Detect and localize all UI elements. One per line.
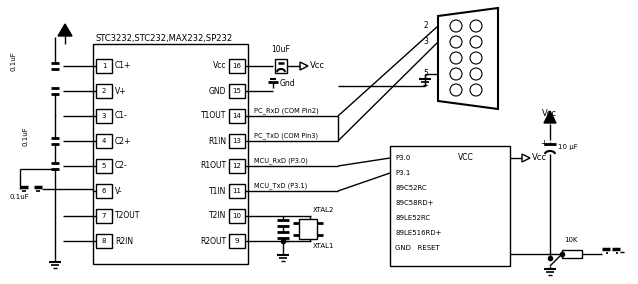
Text: 9: 9: [235, 238, 239, 244]
Text: VCC: VCC: [458, 153, 474, 162]
Text: 14: 14: [233, 113, 241, 119]
Text: T2OUT: T2OUT: [115, 212, 140, 220]
Bar: [229, 84, 245, 98]
Bar: [96, 209, 112, 223]
Text: 89LE516RD+: 89LE516RD+: [395, 230, 441, 236]
Text: 2: 2: [102, 88, 106, 94]
Polygon shape: [544, 111, 556, 123]
Bar: [96, 134, 112, 148]
Text: STC3232,STC232,MAX232,SP232: STC3232,STC232,MAX232,SP232: [95, 34, 232, 43]
Text: Gnd: Gnd: [280, 78, 295, 87]
Text: R2IN: R2IN: [115, 237, 133, 245]
Bar: [229, 159, 245, 173]
Text: 10 μF: 10 μF: [558, 144, 578, 150]
Text: P3.0: P3.0: [395, 155, 410, 161]
Text: 16: 16: [232, 63, 242, 69]
Bar: [96, 84, 112, 98]
Text: C1+: C1+: [115, 62, 131, 70]
Text: 15: 15: [233, 88, 241, 94]
Text: C2-: C2-: [115, 162, 128, 170]
Text: 3: 3: [101, 113, 107, 119]
Text: 7: 7: [101, 213, 107, 219]
Text: R1IN: R1IN: [208, 137, 226, 145]
Text: 11: 11: [232, 188, 242, 194]
Bar: [390, 146, 510, 266]
Text: XTAL2: XTAL2: [313, 207, 334, 213]
Text: R2OUT: R2OUT: [200, 237, 226, 245]
Bar: [229, 184, 245, 198]
Text: Vcc: Vcc: [310, 62, 325, 70]
Text: MCU_RxD (P3.0): MCU_RxD (P3.0): [254, 158, 308, 164]
Text: +: +: [540, 139, 547, 149]
Text: R1OUT: R1OUT: [200, 162, 226, 170]
Text: V-: V-: [115, 187, 122, 195]
Text: 10K: 10K: [564, 237, 577, 243]
Text: T2IN: T2IN: [209, 212, 226, 220]
Bar: [96, 234, 112, 248]
Bar: [96, 184, 112, 198]
Text: Vcc: Vcc: [542, 108, 557, 118]
Text: GND: GND: [209, 87, 226, 95]
Text: GND   RESET: GND RESET: [395, 245, 440, 251]
Bar: [229, 134, 245, 148]
Text: 10: 10: [232, 213, 242, 219]
Text: 5: 5: [423, 70, 428, 78]
Text: T1IN: T1IN: [209, 187, 226, 195]
Text: T1OUT: T1OUT: [200, 112, 226, 120]
Text: 89C52RC: 89C52RC: [395, 185, 427, 191]
Text: 0.1uF: 0.1uF: [23, 126, 29, 146]
Text: 13: 13: [232, 138, 242, 144]
Polygon shape: [58, 24, 72, 36]
Bar: [275, 59, 287, 73]
Bar: [96, 59, 112, 73]
Text: Vcc: Vcc: [532, 153, 547, 162]
Bar: [299, 218, 317, 239]
Text: 6: 6: [101, 188, 107, 194]
Bar: [562, 250, 582, 258]
Text: 89LE52RC: 89LE52RC: [395, 215, 430, 221]
Text: C1-: C1-: [115, 112, 128, 120]
Text: 3: 3: [423, 37, 428, 47]
Bar: [96, 159, 112, 173]
Text: 5: 5: [102, 163, 106, 169]
Text: 0.1uF: 0.1uF: [10, 51, 16, 71]
Text: 12: 12: [233, 163, 241, 169]
Bar: [229, 209, 245, 223]
Text: Vcc: Vcc: [212, 62, 226, 70]
Bar: [96, 109, 112, 123]
Text: C2+: C2+: [115, 137, 131, 145]
Bar: [229, 59, 245, 73]
Text: 0.1uF: 0.1uF: [10, 194, 30, 200]
Bar: [93, 44, 248, 264]
Text: PC_TxD (COM Pin3): PC_TxD (COM Pin3): [254, 133, 318, 139]
Text: XTAL1: XTAL1: [313, 243, 334, 249]
Text: V+: V+: [115, 87, 126, 95]
Text: 4: 4: [102, 138, 106, 144]
Text: 89C58RD+: 89C58RD+: [395, 200, 433, 206]
Bar: [229, 234, 245, 248]
Text: 8: 8: [101, 238, 107, 244]
Text: PC_RxD (COM Pin2): PC_RxD (COM Pin2): [254, 108, 319, 114]
Text: 2: 2: [423, 22, 428, 30]
Bar: [229, 109, 245, 123]
Text: MCU_TxD (P3.1): MCU_TxD (P3.1): [254, 183, 308, 189]
Text: 10uF: 10uF: [271, 45, 290, 55]
Text: 1: 1: [101, 63, 107, 69]
Text: P3.1: P3.1: [395, 170, 410, 176]
